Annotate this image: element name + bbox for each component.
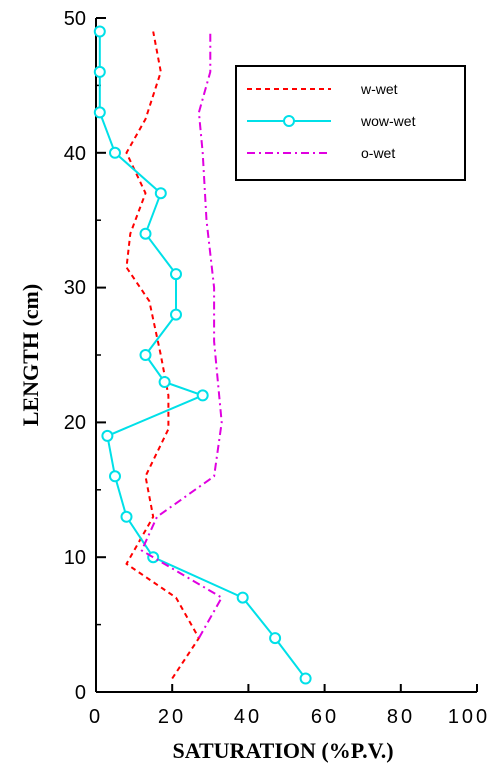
x-tick-label: 0	[89, 706, 103, 728]
series-o-wet	[140, 31, 223, 639]
data-point-wow-wet	[154, 187, 167, 200]
series-wow-wet	[93, 25, 312, 685]
x-tick-label: 100	[448, 706, 490, 728]
series-w-wet	[125, 31, 200, 680]
y-tick-label: 40	[64, 143, 86, 165]
legend-box	[235, 65, 466, 181]
series-layer	[93, 25, 312, 685]
y-tick-label: 0	[75, 682, 86, 704]
y-tick-label: 30	[64, 277, 86, 299]
data-point-wow-wet	[170, 308, 182, 321]
legend-marker-wow-wet	[283, 115, 295, 127]
data-point-wow-wet	[101, 429, 114, 442]
data-point-wow-wet	[120, 510, 133, 523]
legend: w-wet wow-wet o-wet	[235, 65, 466, 181]
y-axis-title: LENGTH (cm)	[18, 284, 43, 426]
y-minor-ticks	[96, 84, 101, 626]
y-tick-label: 10	[64, 547, 86, 569]
x-major-ticks	[95, 684, 478, 692]
data-point-wow-wet	[109, 146, 121, 159]
series-line-w-wet	[125, 31, 200, 680]
data-point-wow-wet	[109, 470, 121, 483]
data-point-wow-wet	[139, 227, 152, 240]
legend-label-wow-wet: wow-wet	[360, 113, 416, 129]
data-point-wow-wet	[236, 591, 249, 604]
y-major-ticks	[96, 17, 106, 693]
data-point-wow-wet	[299, 672, 312, 685]
y-tick-label: 20	[64, 412, 86, 434]
data-point-wow-wet	[93, 25, 106, 38]
data-point-wow-wet	[196, 389, 209, 402]
data-point-wow-wet	[269, 632, 282, 645]
y-tick-labels: 0 10 20 30 40 50	[64, 8, 86, 704]
x-tick-label: 80	[387, 706, 415, 728]
series-line-o-wet	[140, 31, 223, 639]
data-point-wow-wet	[93, 106, 106, 119]
legend-label-o-wet: o-wet	[361, 145, 395, 161]
x-tick-label: 20	[158, 706, 186, 728]
x-tick-label: 40	[234, 706, 262, 728]
x-tick-labels: 0 20 40 60 80 100	[89, 706, 490, 728]
y-tick-label: 50	[64, 8, 86, 30]
data-point-wow-wet	[158, 376, 171, 388]
x-axis-title: SATURATION (%P.V.)	[172, 738, 393, 763]
legend-label-w-wet: w-wet	[360, 81, 398, 97]
data-point-wow-wet	[170, 268, 182, 281]
data-point-wow-wet	[139, 349, 152, 361]
x-tick-label: 60	[311, 706, 339, 728]
series-line-wow-wet	[98, 31, 307, 680]
data-point-wow-wet	[93, 65, 106, 78]
